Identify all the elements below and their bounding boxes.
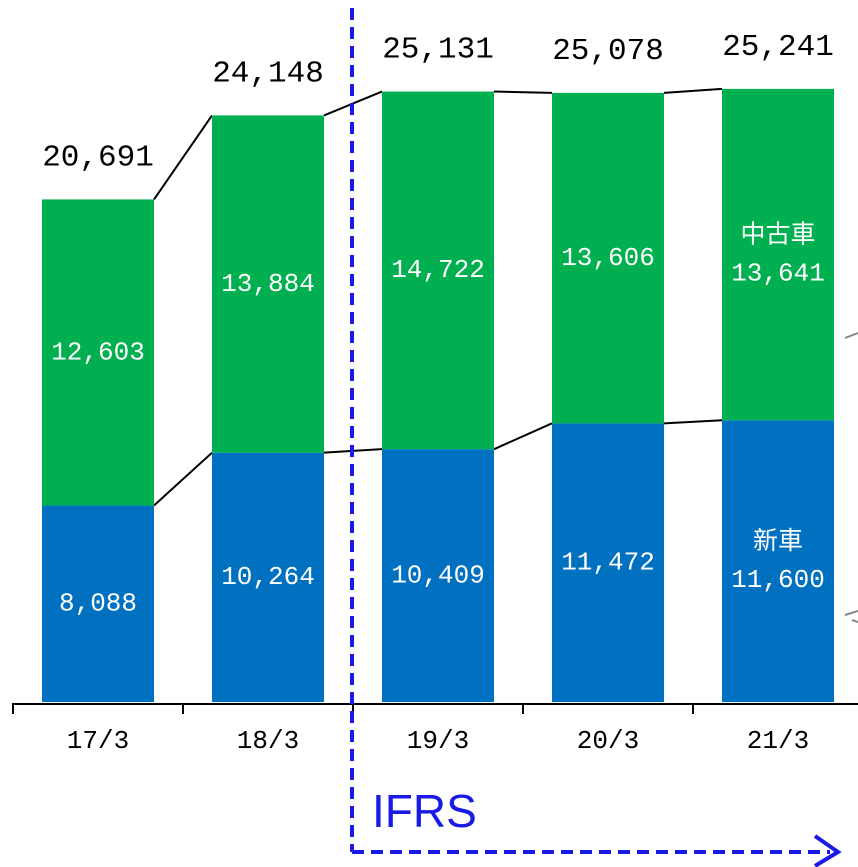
value-label: 12,603 <box>51 337 145 367</box>
series-name: 中古車 <box>740 220 815 249</box>
total-label: 25,078 <box>552 34 664 69</box>
value-label: 11,600 <box>731 565 825 595</box>
bar-segment <box>722 420 834 702</box>
bar-segment <box>552 423 664 702</box>
total-connector <box>493 90 553 94</box>
segment-connector <box>493 422 553 451</box>
value-label: 13,641 <box>731 258 825 288</box>
pointer <box>844 332 858 339</box>
bar-segment <box>722 88 834 421</box>
bar-segment <box>42 199 154 506</box>
plot: 8,088 12,603 20,691 17/3 10,264 13,884 24,148 1… <box>12 30 834 756</box>
value-label: 10,409 <box>391 560 485 590</box>
segment-connector <box>663 419 723 425</box>
bar-segment <box>382 449 494 702</box>
total-label: 25,131 <box>382 33 494 68</box>
value-label: 11,472 <box>561 548 655 578</box>
total-label: 25,241 <box>722 30 834 65</box>
value-label: 14,722 <box>391 255 485 285</box>
bar-segment <box>552 92 664 424</box>
bar-segment <box>42 505 154 702</box>
x-tick-label: 18/3 <box>237 726 299 756</box>
total-connector <box>153 114 213 200</box>
ifrs-label: IFRS <box>372 785 477 837</box>
total-label: 20,691 <box>42 141 154 176</box>
value-label: 10,264 <box>221 562 315 592</box>
total-connector <box>663 87 723 94</box>
ifrs-arrowhead <box>813 834 842 867</box>
pointer <box>844 610 858 616</box>
bar-segment <box>212 115 324 453</box>
bar-segment <box>382 91 494 450</box>
value-label: 13,606 <box>561 243 655 273</box>
pointer <box>851 619 858 623</box>
x-tick-label: 21/3 <box>747 726 809 756</box>
x-tick-label: 17/3 <box>67 726 129 756</box>
x-tick-label: 20/3 <box>577 726 639 756</box>
value-label: 8,088 <box>59 589 137 619</box>
value-label: 13,884 <box>221 269 315 299</box>
bar-segment <box>212 452 324 702</box>
x-tick-label: 19/3 <box>407 726 469 756</box>
series-name: 新車 <box>753 526 803 555</box>
segment-connector <box>153 451 213 507</box>
total-label: 24,148 <box>212 57 324 92</box>
